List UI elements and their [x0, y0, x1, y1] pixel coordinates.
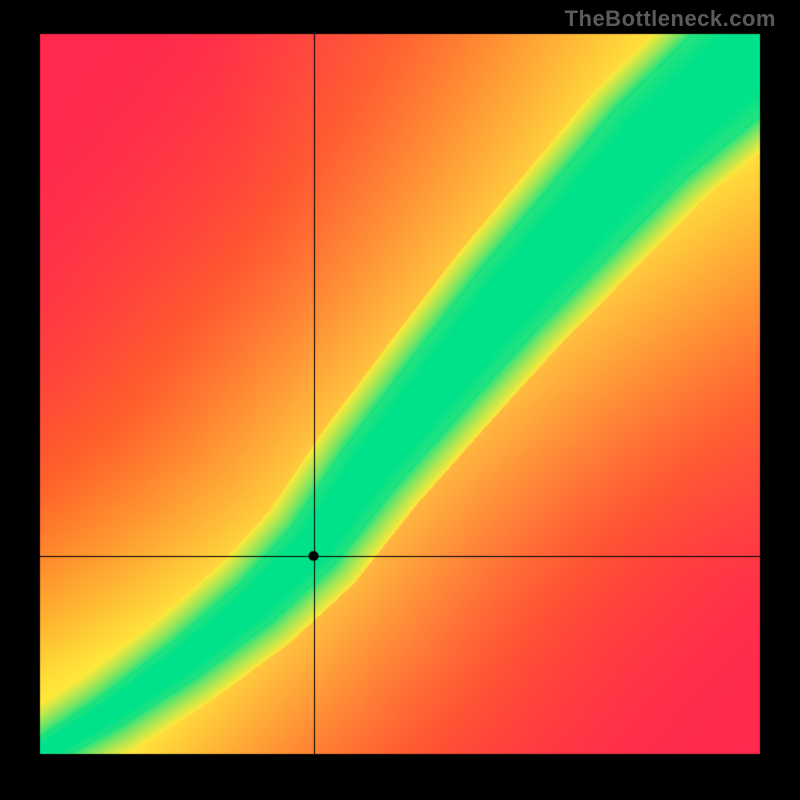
- watermark-label: TheBottleneck.com: [565, 6, 776, 32]
- bottleneck-heatmap: [0, 0, 800, 800]
- chart-frame: { "watermark": { "text": "TheBottleneck.…: [0, 0, 800, 800]
